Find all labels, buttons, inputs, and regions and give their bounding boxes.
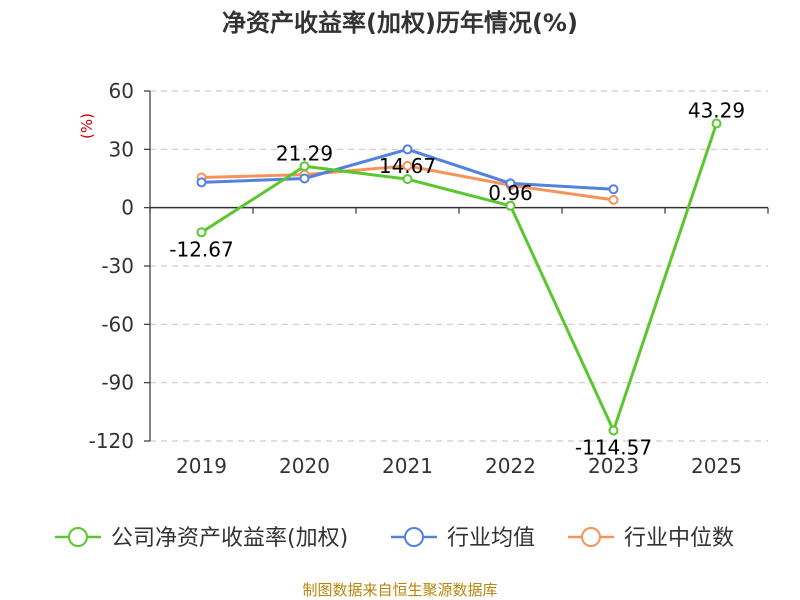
series-point-1-2022	[505, 178, 516, 189]
data-label-2023: -114.57	[575, 435, 652, 459]
y-tick-labels: 60 30 0 -30 -60 -90 -120	[89, 79, 134, 453]
series-point-2-2021	[402, 160, 413, 171]
series-point-0-2019	[196, 227, 207, 238]
series-point-0-2021	[402, 174, 413, 185]
data-label-2020: 21.29	[276, 141, 333, 165]
legend-marker-industry-median	[581, 527, 601, 547]
x-tick-label-2020: 2020	[279, 454, 330, 478]
y-tick-label-6: -120	[89, 429, 134, 453]
data-label-2021: 14.67	[379, 154, 436, 178]
data-source-note: 制图数据来自恒生聚源数据库	[302, 581, 497, 599]
legend-marker-industry-mean	[404, 527, 424, 547]
x-tick-label-2019: 2019	[176, 454, 227, 478]
y-tick-label-2: 0	[121, 196, 134, 220]
series-point-0-2025	[711, 118, 722, 129]
series-point-0-2020	[299, 161, 310, 172]
series-line-0	[200, 123, 718, 432]
series-point-1-2020	[299, 173, 310, 184]
legend: 公司净资产收益率(加权) 行业均值 行业中位数	[55, 526, 734, 551]
series-point-2-2023	[608, 194, 619, 205]
y-tick-label-1: 30	[109, 137, 134, 161]
y-tick-label-4: -60	[101, 312, 134, 336]
x-tick-label-2023: 2023	[588, 454, 639, 478]
data-labels: -12.67 21.29 14.67 0.96 -114.57 43.29	[169, 98, 745, 459]
series-point-1-2019	[196, 177, 207, 188]
legend-item-industry-mean[interactable]: 行业均值	[391, 526, 535, 551]
data-label-2025: 43.29	[688, 98, 745, 122]
legend-item-company[interactable]: 公司净资产收益率(加权)	[55, 526, 348, 551]
legend-marker-company	[68, 527, 88, 547]
series-point-1-2021	[402, 144, 413, 155]
x-tick-label-2025: 2025	[691, 454, 742, 478]
grid-lines	[150, 90, 768, 442]
series-point-1-2023	[608, 184, 619, 195]
legend-label-company: 公司净资产收益率(加权)	[111, 526, 348, 551]
chart-title: 净资产收益率(加权)历年情况(%)	[222, 9, 578, 37]
data-label-2019: -12.67	[169, 237, 233, 261]
y-tick-label-5: -90	[101, 371, 134, 395]
x-tick-label-2022: 2022	[485, 454, 536, 478]
data-label-2022: 0.96	[488, 181, 533, 205]
y-tick-label-3: -30	[101, 254, 134, 278]
series-point-0-2023	[608, 425, 619, 436]
x-tick-labels: 2019 2020 2021 2022 2023 2025	[176, 454, 742, 478]
series-points	[196, 118, 722, 436]
axes	[144, 90, 769, 442]
y-tick-label-0: 60	[109, 79, 134, 103]
x-tick-label-2021: 2021	[382, 454, 433, 478]
legend-label-industry-median: 行业中位数	[624, 526, 734, 551]
series-lines	[200, 123, 718, 432]
y-axis-unit: (%)	[78, 113, 96, 139]
legend-label-industry-mean: 行业均值	[447, 526, 535, 551]
legend-item-industry-median[interactable]: 行业中位数	[568, 526, 734, 551]
series-point-0-2022	[505, 200, 516, 211]
